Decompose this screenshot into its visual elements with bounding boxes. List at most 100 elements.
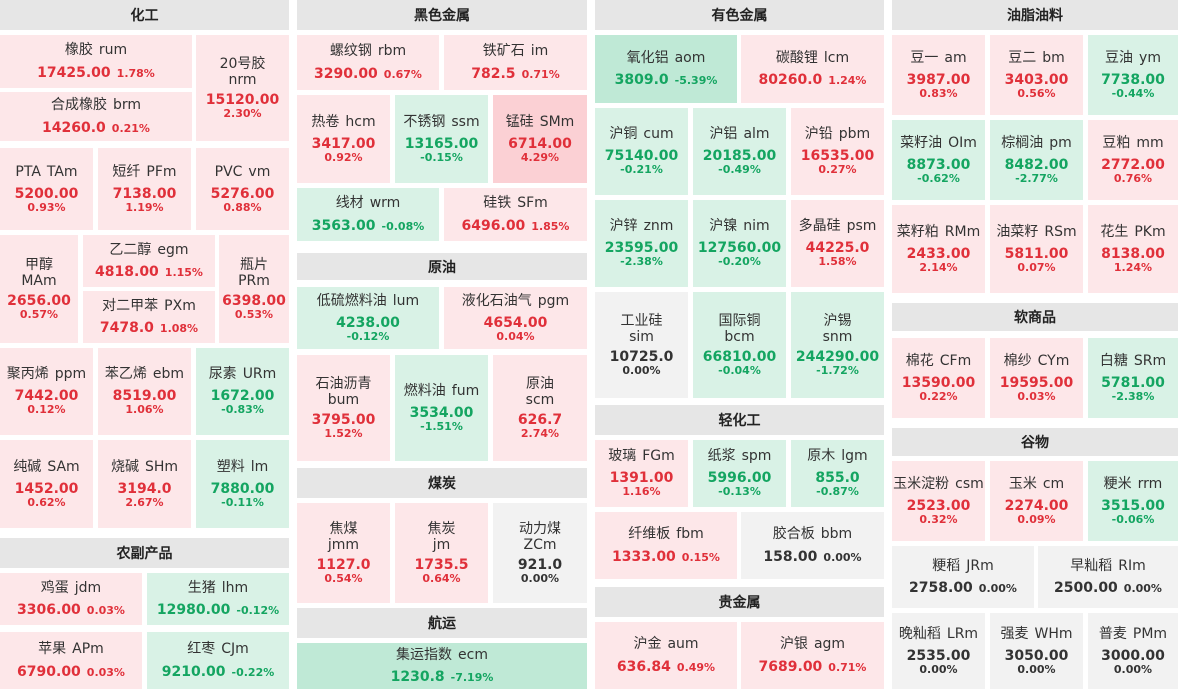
contract-cell-ym[interactable]: 豆油 ym 7738.00 -0.44% (1088, 35, 1178, 115)
contract-cell-ssm[interactable]: 不锈钢 ssm 13165.00 -0.15% (395, 95, 488, 183)
contract-cell-rum[interactable]: 橡胶 rum 17425.00 1.78% (0, 35, 192, 88)
contract-cell-jm[interactable]: 焦炭 jm 1735.5 0.64% (395, 503, 488, 603)
contract-cell-RSm[interactable]: 油菜籽 RSm 5811.00 0.07% (990, 205, 1083, 293)
contract-cell-sim[interactable]: 工业硅 sim 10725.0 0.00% (595, 292, 688, 398)
contract-cell-lcm[interactable]: 碳酸锂 lcm 80260.0 1.24% (741, 35, 884, 103)
contract-cell-FGm[interactable]: 玻璃 FGm 1391.00 1.16% (595, 440, 688, 507)
contract-cell-aom[interactable]: 氧化铝 aom 3809.0 -5.39% (595, 35, 737, 103)
contract-cell-CJm[interactable]: 红枣 CJm 9210.00 -0.22% (147, 632, 289, 689)
contract-cell-SMm[interactable]: 锰硅 SMm 6714.00 4.29% (493, 95, 587, 183)
contract-cell-nrm[interactable]: 20号胶 nrm 15120.00 2.30% (196, 35, 289, 141)
contract-cell-WHm[interactable]: 强麦 WHm 3050.00 0.00% (990, 613, 1083, 689)
contract-cell-rbm[interactable]: 螺纹钢 rbm 3290.00 0.67% (297, 35, 439, 90)
contract-cell-rrm[interactable]: 粳米 rrm 3515.00 -0.06% (1088, 461, 1178, 541)
contract-change-pct: 0.00% (1123, 582, 1162, 595)
contract-cell-JRm[interactable]: 粳稻 JRm 2758.00 0.00% (892, 546, 1034, 608)
contract-cell-lhm[interactable]: 生猪 lhm 12980.00 -0.12% (147, 573, 289, 625)
contract-name: 苹果 (38, 641, 67, 658)
contract-code: FGm (642, 448, 675, 465)
contract-cell-ZCm[interactable]: 动力煤 ZCm 921.0 0.00% (493, 503, 587, 603)
contract-cell-CYm[interactable]: 棉纱 CYm 19595.00 0.03% (990, 338, 1083, 418)
contract-cell-RIm[interactable]: 早籼稻 RIm 2500.00 0.00% (1038, 546, 1178, 608)
contract-cell-pgm[interactable]: 液化石油气 pgm 4654.00 0.04% (444, 287, 587, 349)
contract-cell-lm[interactable]: 塑料 lm 7880.00 -0.11% (196, 440, 289, 528)
contract-cell-URm[interactable]: 尿素 URm 1672.00 -0.83% (196, 348, 289, 435)
contract-cell-pm[interactable]: 棕榈油 pm 8482.00 -2.77% (990, 120, 1083, 200)
contract-cell-egm[interactable]: 乙二醇 egm 4818.00 1.15% (83, 235, 215, 287)
contract-code: mm (1136, 134, 1164, 151)
contract-cell-lgm[interactable]: 原木 lgm 855.0 -0.87% (791, 440, 884, 507)
contract-price: 8138.00 (1101, 245, 1165, 262)
contract-cell-aum[interactable]: 沪金 aum 636.84 0.49% (595, 622, 737, 689)
contract-cell-CFm[interactable]: 棉花 CFm 13590.00 0.22% (892, 338, 985, 418)
contract-cell-fbm[interactable]: 纤维板 fbm 1333.00 0.15% (595, 512, 737, 579)
contract-cell-mm[interactable]: 豆粕 mm 2772.00 0.76% (1088, 120, 1178, 200)
contract-cell-hcm[interactable]: 热卷 hcm 3417.00 0.92% (297, 95, 390, 183)
contract-cell-wrm[interactable]: 线材 wrm 3563.00 -0.08% (297, 188, 439, 241)
contract-cell-nim[interactable]: 沪镍 nim 127560.00 -0.20% (693, 200, 786, 287)
contract-cell-psm[interactable]: 多晶硅 psm 44225.0 1.58% (791, 200, 884, 287)
contract-cell-spm[interactable]: 纸浆 spm 5996.00 -0.13% (693, 440, 786, 507)
contract-cell-PMm[interactable]: 普麦 PMm 3000.00 0.00% (1088, 613, 1178, 689)
contract-change-pct: 0.92% (324, 150, 363, 164)
section-header-grains: 谷物 (892, 428, 1178, 456)
contract-cell-PRm[interactable]: 瓶片 PRm 6398.00 0.53% (219, 235, 289, 343)
contract-cell-am[interactable]: 豆一 am 3987.00 0.83% (892, 35, 985, 115)
contract-cell-ppm[interactable]: 聚丙烯 ppm 7442.00 0.12% (0, 348, 93, 435)
contract-code: pm (1049, 134, 1072, 151)
contract-cell-cum[interactable]: 沪铜 cum 75140.00 -0.21% (595, 108, 688, 195)
contract-cell-ebm[interactable]: 苯乙烯 ebm 8519.00 1.06% (98, 348, 191, 435)
contract-price: 2535.00 (906, 647, 971, 664)
contract-code: psm (846, 218, 877, 235)
contract-cell-jdm[interactable]: 鸡蛋 jdm 3306.00 0.03% (0, 573, 142, 625)
contract-cell-alm[interactable]: 沪铝 alm 20185.00 -0.49% (693, 108, 786, 195)
contract-cell-scm[interactable]: 原油 scm 626.7 2.74% (493, 355, 587, 461)
contract-cell-LRm[interactable]: 晚籼稻 LRm 2535.00 0.00% (892, 613, 985, 689)
contract-cell-bbm[interactable]: 胶合板 bbm 158.00 0.00% (741, 512, 884, 579)
contract-cell-SHm[interactable]: 烧碱 SHm 3194.0 2.67% (98, 440, 191, 528)
contract-cell-PXm[interactable]: 对二甲苯 PXm 7478.0 1.08% (83, 291, 215, 343)
section-header-crude: 原油 (297, 253, 587, 280)
contract-cell-PKm[interactable]: 花生 PKm 8138.00 1.24% (1088, 205, 1178, 293)
contract-cell-vm[interactable]: PVC vm 5276.00 0.88% (196, 148, 289, 230)
contract-cell-RMm[interactable]: 菜籽粕 RMm 2433.00 2.14% (892, 205, 985, 293)
contract-quote: 10725.0 0.00% (610, 349, 674, 378)
contract-code: fum (451, 382, 480, 399)
contract-cell-TAm[interactable]: PTA TAm 5200.00 0.93% (0, 148, 93, 230)
contract-cell-im[interactable]: 铁矿石 im 782.5 0.71% (444, 35, 587, 90)
contract-name: 菜籽粕 (896, 223, 939, 240)
contract-cell-bum[interactable]: 石油沥青 bum 3795.00 1.52% (297, 355, 390, 461)
contract-cell-APm[interactable]: 苹果 APm 6790.00 0.03% (0, 632, 142, 689)
contract-cell-cm[interactable]: 玉米 cm 2274.00 0.09% (990, 461, 1083, 541)
contract-label: 瓶片 PRm (238, 257, 270, 289)
contract-cell-bcm[interactable]: 国际铜 bcm 66810.00 -0.04% (693, 292, 786, 398)
contract-cell-SAm[interactable]: 纯碱 SAm 1452.00 0.62% (0, 440, 93, 528)
contract-price: 2656.00 (7, 292, 71, 309)
contract-cell-agm[interactable]: 沪银 agm 7689.00 0.71% (741, 622, 884, 689)
contract-cell-MAm[interactable]: 甲醇 MAm 2656.00 0.57% (0, 235, 78, 343)
contract-cell-bm[interactable]: 豆二 bm 3403.00 0.56% (990, 35, 1083, 115)
contract-quote: 12980.00 -0.12% (157, 602, 279, 618)
contract-cell-PFm[interactable]: 短纤 PFm 7138.00 1.19% (98, 148, 191, 230)
contract-cell-snm[interactable]: 沪锡 snm 244290.00 -1.72% (791, 292, 884, 398)
contract-price: 3306.00 (17, 602, 81, 618)
contract-name: 工业硅 (620, 312, 663, 329)
contract-cell-ecm[interactable]: 集运指数 ecm 1230.8 -7.19% (297, 643, 587, 689)
contract-label: 国际铜 bcm (719, 313, 761, 345)
contract-cell-jmm[interactable]: 焦煤 jmm 1127.0 0.54% (297, 503, 390, 603)
contract-name: 红枣 (187, 641, 216, 658)
contract-cell-OIm[interactable]: 菜籽油 OIm 8873.00 -0.62% (892, 120, 985, 200)
contract-cell-lum[interactable]: 低硫燃料油 lum 4238.00 -0.12% (297, 287, 439, 349)
contract-cell-brm[interactable]: 合成橡胶 brm 14260.0 0.21% (0, 92, 192, 141)
contract-cell-znm[interactable]: 沪锌 znm 23595.00 -2.38% (595, 200, 688, 287)
contract-label: 白糖 SRm (1100, 353, 1166, 369)
contract-cell-csm[interactable]: 玉米淀粉 csm 2523.00 0.32% (892, 461, 985, 541)
contract-change-pct: 0.07% (1017, 260, 1056, 274)
contract-cell-SRm[interactable]: 白糖 SRm 5781.00 -2.38% (1088, 338, 1178, 418)
contract-quote: 1391.00 1.16% (610, 470, 674, 499)
contract-label: 沪镍 nim (709, 218, 769, 234)
contract-cell-pbm[interactable]: 沪铅 pbm 16535.00 0.27% (791, 108, 884, 195)
contract-cell-fum[interactable]: 燃料油 fum 3534.00 -1.51% (395, 355, 488, 461)
contract-cell-SFm[interactable]: 硅铁 SFm 6496.00 1.85% (444, 188, 587, 241)
contract-label: PVC vm (215, 164, 271, 180)
